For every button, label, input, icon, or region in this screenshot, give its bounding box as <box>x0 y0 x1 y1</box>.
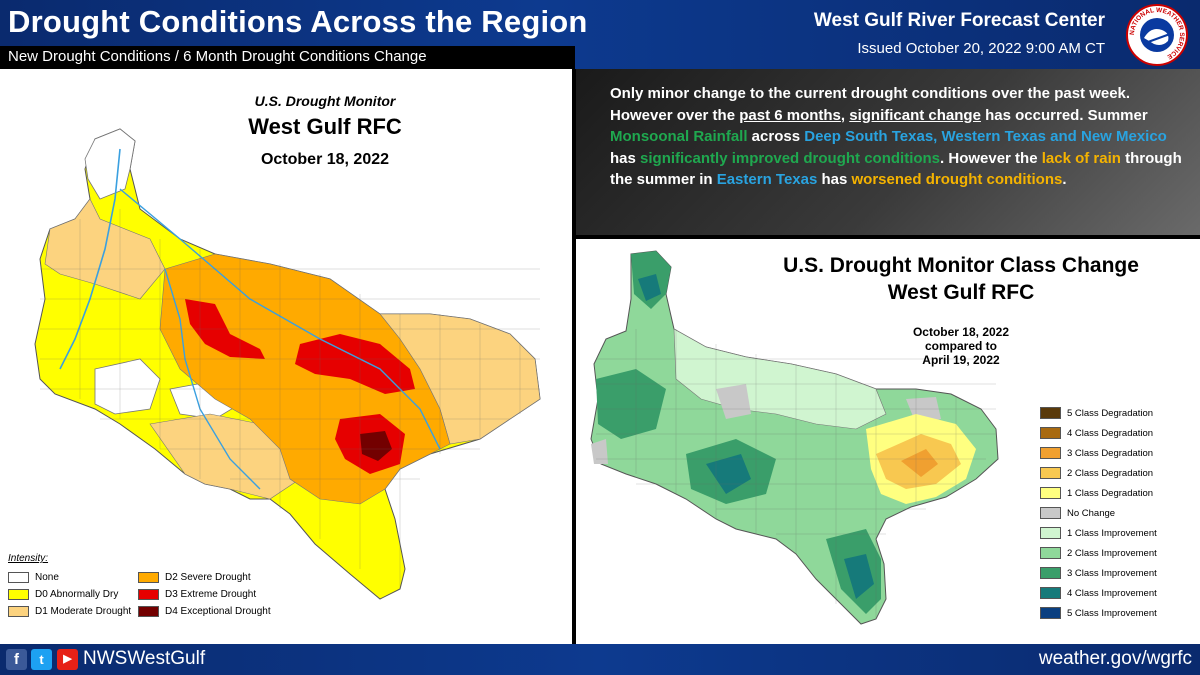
legend-swatch <box>1040 447 1061 459</box>
legend-swatch <box>1040 567 1061 579</box>
legend-item-5class-degradation: 5 Class Degradation <box>1040 407 1153 419</box>
intensity-legend: Intensity: None D0 Abnormally Dry D1 Mod… <box>8 553 308 623</box>
legend-item-d4: D4 Exceptional Drought <box>138 606 271 617</box>
legend-label: 1 Class Degradation <box>1067 487 1154 499</box>
legend-label: 2 Class Improvement <box>1067 547 1157 559</box>
legend-swatch <box>138 572 159 583</box>
website-link[interactable]: weather.gov/wgrfc <box>1038 648 1192 669</box>
left-map-title: West Gulf RFC <box>248 114 402 139</box>
legend-swatch <box>138 589 159 600</box>
legend-item-d0: D0 Abnormally Dry <box>8 589 118 600</box>
legend-label: 4 Class Improvement <box>1067 587 1157 599</box>
footer-banner: f t ▶ NWSWestGulf weather.gov/wgrfc <box>0 644 1200 675</box>
map-region-no-change-3 <box>591 439 608 464</box>
legend-swatch <box>8 606 29 617</box>
left-map-date: October 18, 2022 <box>260 151 390 168</box>
summary-text: Only minor change to the current drought… <box>610 85 1182 188</box>
youtube-icon[interactable]: ▶ <box>57 649 78 670</box>
map-river-1 <box>59 148 121 370</box>
legend-item-none: None <box>8 572 59 583</box>
twitter-icon[interactable]: t <box>31 649 52 670</box>
legend-swatch <box>1040 487 1061 499</box>
legend-label: D2 Severe Drought <box>165 572 251 583</box>
subtitle-bar <box>0 46 575 69</box>
legend-label: 3 Class Degradation <box>1067 447 1154 459</box>
legend-label: No Change <box>1067 507 1116 519</box>
map-river-2 <box>164 268 261 490</box>
summary-panel: Only minor change to the current drought… <box>576 69 1200 235</box>
legend-swatch <box>1040 607 1061 619</box>
legend-label: 2 Class Degradation <box>1067 467 1154 479</box>
right-map-date: October 18, 2022 <box>912 325 1010 339</box>
class-change-map <box>590 250 999 625</box>
social-handle[interactable]: NWSWestGulf <box>83 648 206 669</box>
legend-swatch <box>1040 467 1061 479</box>
legend-item-3class-improvement: 3 Class Improvement <box>1040 567 1157 579</box>
legend-label: 1 Class Improvement <box>1067 527 1157 539</box>
legend-label: None <box>35 572 59 583</box>
right-map-title: U.S. Drought Monitor Class Change <box>783 254 1139 277</box>
legend-swatch <box>1040 587 1061 599</box>
legend-item-4class-degradation: 4 Class Degradation <box>1040 427 1153 439</box>
map-region-d3-central <box>295 334 415 394</box>
legend-item-2class-improvement: 2 Class Improvement <box>1040 547 1157 559</box>
legend-label: 3 Class Improvement <box>1067 567 1157 579</box>
legend-item-d2: D2 Severe Drought <box>138 572 251 583</box>
right-map-base-date: April 19, 2022 <box>922 353 1000 367</box>
right-map-compared: compared to <box>924 339 997 353</box>
map-region-4class-north <box>638 274 661 301</box>
legend-item-1class-improvement: 1 Class Improvement <box>1040 527 1157 539</box>
right-map-subtitle: West Gulf RFC <box>887 281 1035 304</box>
current-drought-map-panel: U.S. Drought Monitor West Gulf RFC Octob… <box>0 69 572 644</box>
legend-item-1class-degradation: 1 Class Degradation <box>1040 487 1153 499</box>
page-title: Drought Conditions Across the Region <box>8 4 588 39</box>
current-drought-map <box>34 128 541 600</box>
legend-swatch <box>1040 527 1061 539</box>
legend-label: D1 Moderate Drought <box>35 606 132 617</box>
legend-item-d1: D1 Moderate Drought <box>8 606 131 617</box>
class-change-map-panel: U.S. Drought Monitor Class Change West G… <box>576 239 1200 644</box>
issued-timestamp: Issued October 20, 2022 9:00 AM CT <box>857 40 1105 57</box>
legend-swatch <box>1040 507 1061 519</box>
legend-label: D4 Exceptional Drought <box>165 606 271 617</box>
county-grid-right <box>596 329 996 619</box>
right-map-date-block: October 18, 2022 compared to April 19, 2… <box>876 325 1046 367</box>
map-region-d4-south <box>360 431 392 461</box>
left-map-subtitle: U.S. Drought Monitor <box>254 93 396 109</box>
legend-item-5class-improvement: 5 Class Improvement <box>1040 607 1157 619</box>
header-banner: Drought Conditions Across the Region New… <box>0 0 1200 69</box>
legend-swatch <box>138 606 159 617</box>
map-region-3class-degradation <box>901 449 938 477</box>
legend-label: 5 Class Improvement <box>1067 607 1157 619</box>
organization-name: West Gulf River Forecast Center <box>813 10 1105 31</box>
legend-swatch <box>1040 407 1061 419</box>
nws-logo-icon: NATIONAL WEATHER SERVICE <box>1126 4 1188 66</box>
map-region-4class-south <box>844 554 874 599</box>
county-grid <box>40 209 540 589</box>
legend-item-2class-degradation: 2 Class Degradation <box>1040 467 1153 479</box>
legend-caption: Intensity: <box>8 553 49 564</box>
map-region-3class-west <box>596 369 666 439</box>
legend-item-no-change: No Change <box>1040 507 1115 519</box>
legend-item-4class-improvement: 4 Class Improvement <box>1040 587 1157 599</box>
map-region-no-change-1 <box>716 384 751 419</box>
legend-label: 5 Class Degradation <box>1067 407 1154 419</box>
map-region-none-north <box>84 128 136 200</box>
facebook-icon[interactable]: f <box>6 649 27 670</box>
legend-label: 4 Class Degradation <box>1067 427 1154 439</box>
legend-swatch <box>8 589 29 600</box>
legend-label: D0 Abnormally Dry <box>35 589 119 600</box>
legend-label: D3 Extreme Drought <box>165 589 257 600</box>
legend-item-d3: D3 Extreme Drought <box>138 589 256 600</box>
legend-item-3class-degradation: 3 Class Degradation <box>1040 447 1153 459</box>
legend-swatch <box>1040 427 1061 439</box>
page-subtitle: New Drought Conditions / 6 Month Drought… <box>8 48 427 65</box>
legend-swatch <box>8 572 29 583</box>
legend-swatch <box>1040 547 1061 559</box>
